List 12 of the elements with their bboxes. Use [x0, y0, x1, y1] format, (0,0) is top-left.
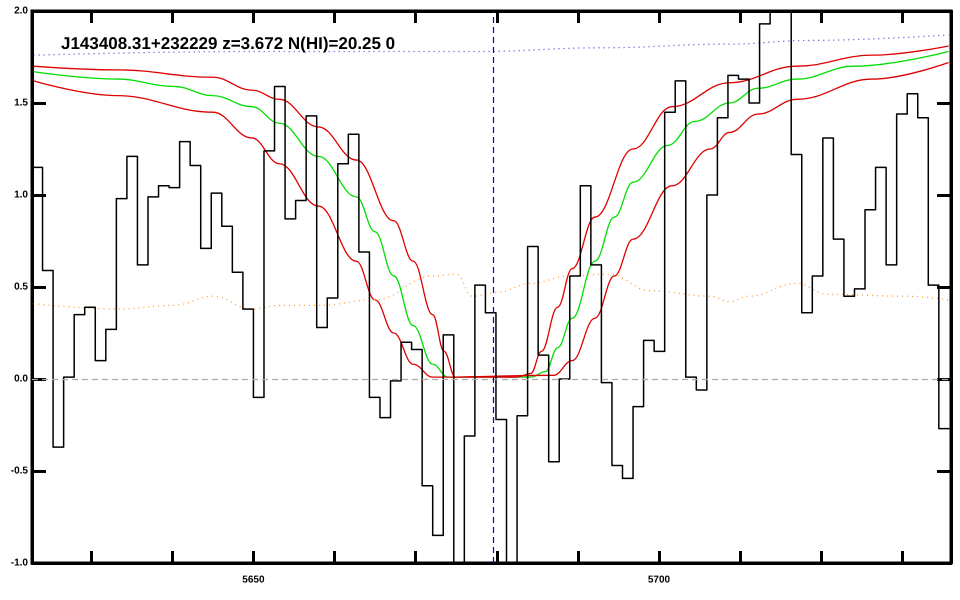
y-tick-label: 1.5 [14, 98, 28, 108]
y-tick-label: 2.0 [14, 6, 28, 16]
line-series [32, 273, 950, 310]
y-tick-label: 0.5 [14, 282, 28, 292]
x-tick-label: 5700 [648, 574, 671, 586]
y-tick-label: -0.5 [10, 466, 28, 476]
line-series [32, 34, 950, 56]
text: J143408.31+232229 z=3.672 N(HI)=20.25 0 [61, 34, 396, 53]
y-tick-label: 0.0 [14, 374, 28, 384]
x-tick-label: 5650 [242, 574, 265, 586]
y-tick-label: 1.0 [14, 190, 28, 200]
y-tick-label: -1.0 [10, 558, 28, 568]
